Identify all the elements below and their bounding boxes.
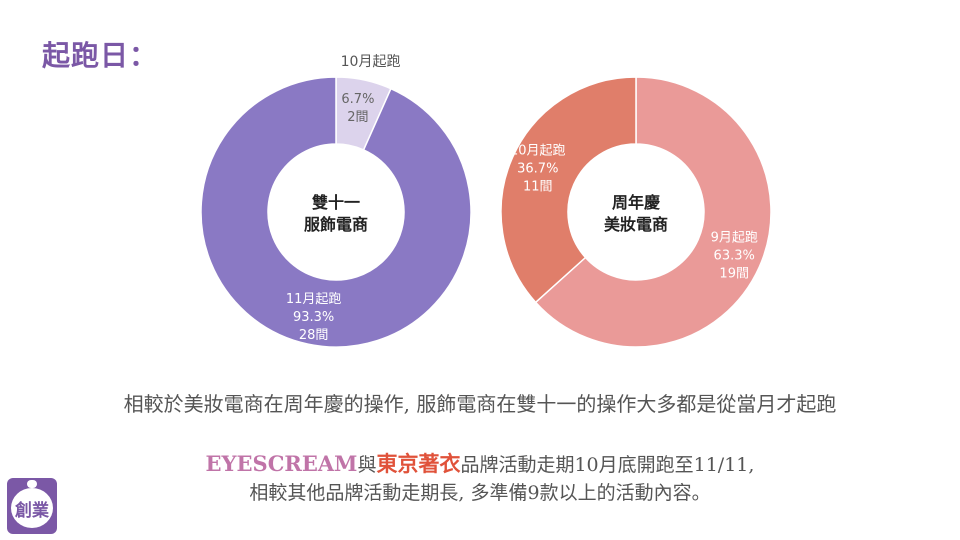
charts-area: 6.7% 2間 10月起跑 11月起跑 93.3% 28間 雙十一服飾電商 9月起跑 63.3%… <box>200 54 772 348</box>
donut-slice <box>500 76 637 304</box>
slice-category-label: 10月起跑 <box>341 54 401 70</box>
note-line-1-rest: 品牌活動走期10月底開跑至11/11, <box>460 454 755 476</box>
donut-slice <box>200 76 472 348</box>
slice-category-label: 9月起跑 <box>711 231 758 246</box>
slice-count-label: 11間 <box>523 179 553 194</box>
note-line-2: 相較其他品牌活動走期長, 多準備9款以上的活動內容。 <box>249 482 711 504</box>
note-line-1: EYESCREAM與東京著衣品牌活動走期10月底開跑至11/11, <box>0 448 960 478</box>
donut-center-label-line1: 雙十一 <box>312 193 360 212</box>
donut-center-label-line1: 周年慶 <box>612 193 660 212</box>
slice-category-label: 10月起跑 <box>510 143 566 158</box>
donut-center-label-line2: 服飾電商 <box>304 215 368 234</box>
logo-dot-icon <box>27 480 37 488</box>
note-joiner: 與 <box>357 454 377 476</box>
slice-percent-label: 63.3% <box>714 249 755 264</box>
summary-text: 相較於美妝電商在周年慶的操作, 服飾電商在雙十一的操作大多都是從當月才起跑 <box>123 392 837 416</box>
donut-slice <box>534 76 772 348</box>
slice-count-label: 28間 <box>299 328 329 343</box>
slice-count-label: 19間 <box>719 267 749 282</box>
slide-title: 起跑日： <box>42 39 159 72</box>
brand-tokyo-fashion: 東京著衣 <box>376 451 461 476</box>
slice-category-label: 11月起跑 <box>286 292 342 307</box>
donut-center-label-line2: 美妝電商 <box>604 215 668 234</box>
slice-percent-label: 6.7% <box>341 92 374 107</box>
slice-percent-label: 93.3% <box>293 310 334 325</box>
brand-eyescream: EYESCREAM <box>205 451 358 476</box>
logo-text: 創業 <box>11 488 53 528</box>
slice-percent-label: 36.7% <box>517 161 558 176</box>
brand-logo: 創業 <box>7 478 57 534</box>
slice-count-label: 2間 <box>347 110 368 125</box>
